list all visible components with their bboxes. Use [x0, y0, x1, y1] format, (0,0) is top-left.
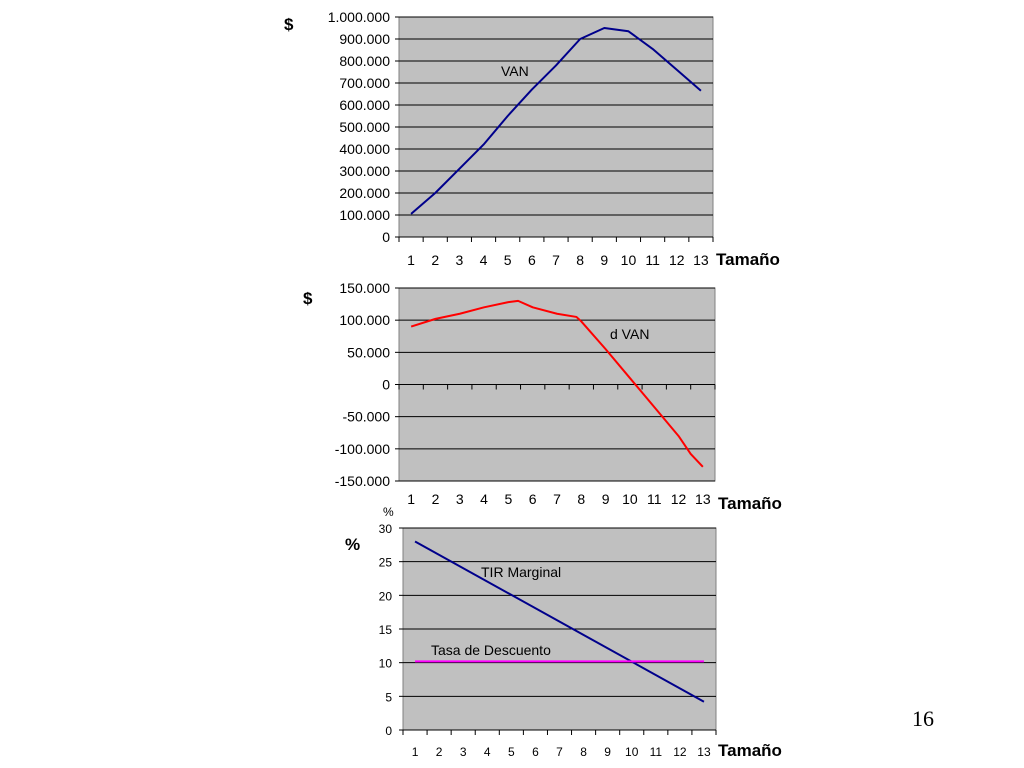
chart-van-x-tick-label: 8 [576, 252, 584, 268]
chart-dvan-x-tick-label: 10 [622, 491, 638, 507]
chart-tir-y-tick-label: 5 [385, 690, 392, 704]
chart-van-x-ticks: 1 2 3 4 5 6 7 8 9 10 11 12 13 [398, 236, 714, 268]
chart-van-series-label: VAN [501, 63, 529, 79]
chart-van-y-tick-label: 600.000 [339, 97, 390, 113]
chart-van-y-tick-label: 300.000 [339, 163, 390, 179]
slide-number: 16 [912, 706, 934, 731]
chart-tir-y-ticks: 0 5 10 15 20 25 30 [379, 522, 403, 738]
chart-tir-x-ticks: 1 2 3 4 5 6 7 8 9 10 11 12 13 [402, 729, 717, 759]
chart-tir-y-tick-label: 25 [379, 556, 393, 570]
chart-van-x-tick-label: 4 [480, 252, 488, 268]
chart-tir-x-tick-label: 2 [436, 745, 443, 759]
chart-van-series [410, 27, 702, 215]
chart-dvan-x-tick-label: 13 [695, 491, 711, 507]
chart-dvan-y-ticks: -150.000 -100.000 -50.000 0 50.000 100.000 150… [335, 280, 399, 489]
chart-van-x-tick-label: 2 [431, 252, 439, 268]
chart-dvan-y-tick-label: -150.000 [335, 473, 390, 489]
chart-tir-x-tick-label: 5 [508, 745, 515, 759]
chart-tir-x-tick-label: 10 [625, 745, 639, 759]
chart-van-y-ticks: 0 100.000 200.000 300.000 400.000 500.000 600.… [328, 9, 399, 245]
chart-dvan-x-tick-label: 5 [504, 491, 512, 507]
chart-tir-xlabel: Tamaño [718, 741, 782, 760]
chart-dvan-x-tick-label: 7 [553, 491, 561, 507]
chart-tir-x-tick-label: 12 [673, 745, 687, 759]
chart-tir-series-label-tasa: Tasa de Descuento [431, 642, 551, 658]
chart-van-ylabel: $ [284, 15, 294, 34]
chart-dvan-y-tick-label: 0 [382, 377, 390, 393]
chart-dvan-x-tick-label: 8 [577, 491, 585, 507]
chart-tir-x-tick-label: 4 [484, 745, 491, 759]
chart-van-x-tick-label: 7 [552, 252, 560, 268]
chart-dvan-x-tick-label: 2 [432, 491, 440, 507]
chart-tir-series-line-1 [414, 540, 705, 703]
chart-dvan-x-tick-label: 4 [480, 491, 488, 507]
chart-dvan-x-tick-label: 3 [456, 491, 464, 507]
chart-dvan-x-tick-label: 11 [647, 491, 662, 507]
chart-van-x-tick-label: 13 [693, 252, 709, 268]
chart-tir-x-tick-label: 3 [460, 745, 467, 759]
chart-dvan-x-tick-label: 9 [602, 491, 610, 507]
chart-tir-y-tick-label: 20 [379, 589, 393, 603]
chart-van-xlabel: Tamaño [716, 250, 780, 269]
chart-dvan: -150.000 -100.000 -50.000 0 50.000 100.000 150… [303, 280, 782, 513]
chart-tir-x-tick-label: 9 [604, 745, 611, 759]
chart-tir-x-tick-label: 13 [697, 745, 711, 759]
chart-dvan-series-label: d VAN [610, 326, 649, 342]
chart-tir-y-tick-label: 15 [379, 623, 393, 637]
chart-dvan-ylabel: $ [303, 289, 313, 308]
chart-van-x-tick-label: 12 [669, 252, 685, 268]
chart-dvan-x-ticks: 1 2 3 4 5 6 7 8 9 10 11 12 13 [398, 384, 716, 507]
chart-van-y-tick-label: 100.000 [339, 207, 390, 223]
chart-tir-x-tick-label: 6 [532, 745, 539, 759]
chart-van-x-tick-label: 9 [600, 252, 608, 268]
chart-van-y-tick-label: 500.000 [339, 119, 390, 135]
chart-dvan-series [410, 299, 704, 468]
chart-tir-x-tick-label: 7 [556, 745, 563, 759]
chart-van-y-tick-label: 200.000 [339, 185, 390, 201]
chart-dvan-x-tick-label: 6 [529, 491, 537, 507]
chart-van-x-tick-label: 3 [455, 252, 463, 268]
chart-tir-unit-top: % [383, 505, 394, 519]
chart-dvan-y-tick-label: 50.000 [347, 344, 390, 360]
chart-dvan-y-tick-label: 100.000 [339, 312, 390, 328]
chart-tir-y-tick-label: 0 [385, 724, 392, 738]
chart-dvan-y-tick-label: -50.000 [343, 409, 391, 425]
chart-dvan-series-line-1 [410, 299, 704, 468]
chart-tir-y-tick-label: 30 [379, 522, 393, 536]
chart-van-y-tick-label: 800.000 [339, 53, 390, 69]
chart-tir-series [414, 540, 705, 703]
chart-van: 0 100.000 200.000 300.000 400.000 500.000 600.… [284, 9, 780, 269]
chart-van-x-tick-label: 11 [645, 252, 660, 268]
chart-tir-ylabel: % [345, 535, 360, 554]
chart-tir-x-tick-label: 8 [580, 745, 587, 759]
chart-dvan-xlabel: Tamaño [718, 494, 782, 513]
chart-van-series-line-1 [410, 27, 702, 215]
chart-van-x-tick-label: 5 [504, 252, 512, 268]
chart-tir-y-tick-label: 10 [379, 657, 393, 671]
chart-tir-series-label-tir: TIR Marginal [481, 564, 561, 580]
chart-dvan-x-tick-label: 12 [671, 491, 687, 507]
chart-van-x-tick-label: 6 [528, 252, 536, 268]
chart-van-x-tick-label: 10 [621, 252, 637, 268]
chart-van-y-tick-label: 700.000 [339, 75, 390, 91]
chart-dvan-x-tick-label: 1 [407, 491, 415, 507]
chart-van-y-tick-label: 1.000.000 [328, 9, 390, 25]
chart-van-x-tick-label: 1 [407, 252, 415, 268]
chart-van-y-tick-label: 900.000 [339, 31, 390, 47]
chart-dvan-y-tick-label: -100.000 [335, 441, 390, 457]
chart-tir-x-tick-label: 11 [650, 745, 663, 759]
chart-tir-gridlines [403, 527, 716, 731]
chart-dvan-y-tick-label: 150.000 [339, 280, 390, 296]
chart-van-y-tick-label: 400.000 [339, 141, 390, 157]
chart-van-y-tick-label: 0 [382, 229, 390, 245]
chart-tir-x-tick-label: 1 [412, 745, 419, 759]
